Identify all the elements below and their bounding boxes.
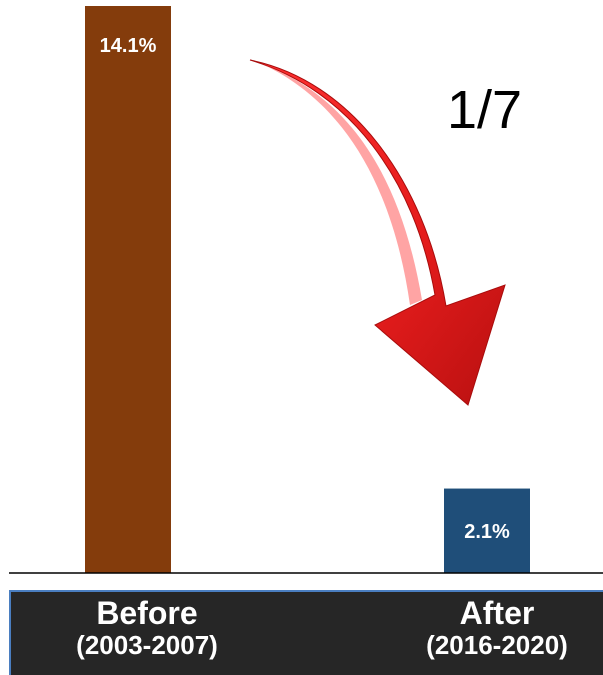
bars-group: 14.1% 2.1%: [85, 6, 530, 573]
bar-value-label-before: 14.1%: [100, 35, 157, 57]
bar-after: [444, 488, 530, 573]
ratio-annotation: 1/7: [447, 80, 522, 140]
bar-before: [85, 6, 171, 573]
category-before-name: Before: [96, 595, 198, 631]
category-after: After (2016-2020): [397, 595, 597, 661]
category-before: Before (2003-2007): [47, 595, 247, 661]
category-after-name: After: [459, 595, 535, 631]
category-before-period: (2003-2007): [76, 630, 218, 661]
category-band: Before (2003-2007) After (2016-2020): [9, 590, 603, 675]
down-arrow-icon: [249, 59, 506, 406]
category-after-period: (2016-2020): [426, 630, 568, 661]
bar-value-label-after: 2.1%: [464, 521, 510, 543]
